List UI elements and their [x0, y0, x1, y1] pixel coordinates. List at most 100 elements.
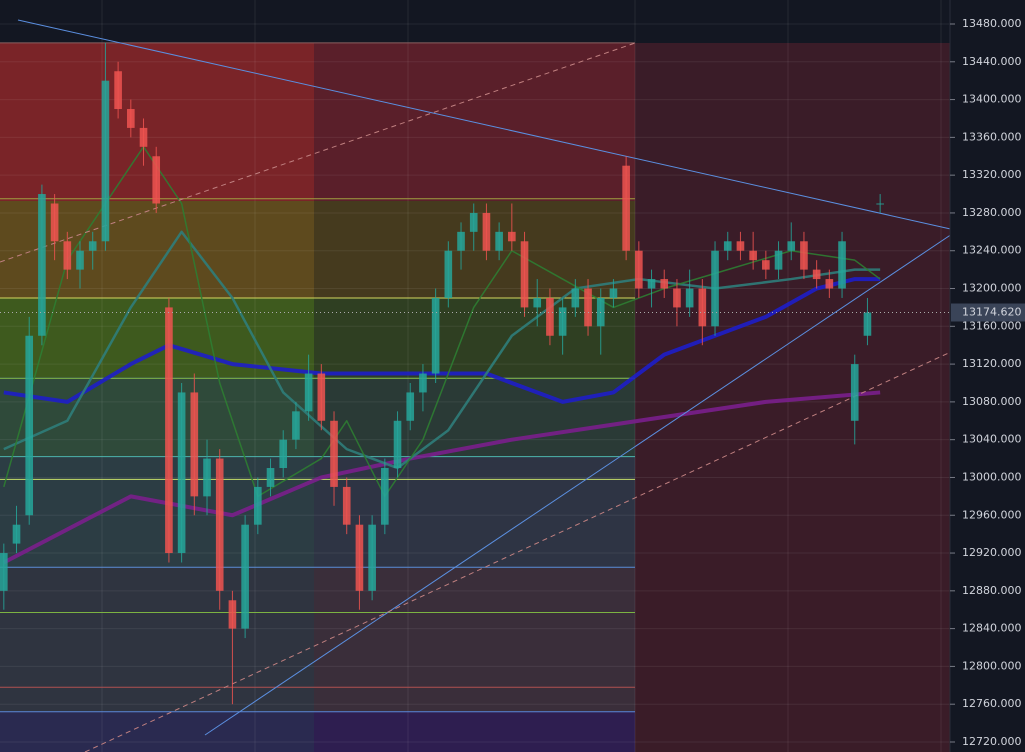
candle-body: [63, 241, 72, 270]
candle-body: [520, 241, 529, 308]
candle-body: [393, 420, 402, 469]
candle-body: [165, 307, 173, 554]
candle-body: [76, 250, 84, 270]
candle-body: [342, 486, 351, 525]
candle-body: [863, 312, 872, 336]
candle-body: [609, 288, 618, 298]
y-tick-label: 13120.000: [962, 357, 1022, 370]
candle-body: [787, 241, 796, 251]
y-tick-label: 12800.000: [962, 659, 1022, 672]
candle-body: [571, 288, 580, 308]
candle-body: [101, 80, 110, 242]
candle-body: [215, 458, 224, 591]
candle-body: [838, 241, 846, 289]
candle-body: [304, 373, 313, 412]
candle-body: [622, 165, 630, 251]
candle-body: [482, 212, 491, 251]
candle-body: [114, 71, 122, 110]
candle-body: [469, 212, 478, 232]
y-tick-label: 13440.000: [962, 55, 1022, 68]
candle-body: [12, 524, 21, 544]
candle-body: [406, 392, 415, 421]
candle-body: [25, 335, 34, 516]
candle-body: [457, 231, 465, 251]
y-tick-label: 12760.000: [962, 697, 1022, 710]
y-tick-label: 12920.000: [962, 546, 1022, 559]
candles: [0, 42, 884, 705]
y-tick-label: 13080.000: [962, 395, 1022, 408]
candle-body: [88, 241, 97, 251]
candle-body: [533, 297, 542, 308]
candle-body: [38, 194, 46, 336]
candle-body: [876, 203, 884, 205]
candle-body: [495, 231, 503, 251]
candle-body: [558, 307, 567, 336]
candle-body: [139, 127, 148, 147]
candle-body: [762, 260, 770, 270]
candle-body: [228, 600, 237, 629]
candle-body: [317, 373, 326, 421]
candle-body: [508, 231, 516, 242]
candle-body: [812, 269, 821, 280]
candle-body: [279, 439, 288, 469]
candle-body: [292, 411, 300, 440]
candle-body: [127, 109, 135, 128]
y-tick-label: 13000.000: [962, 470, 1022, 483]
candle-body: [635, 250, 643, 289]
candle-body: [825, 279, 834, 289]
candle-body: [381, 468, 389, 525]
price-axis: [950, 0, 1025, 752]
candle-body: [266, 468, 275, 487]
zones: [0, 43, 950, 752]
y-tick-label: 13360.000: [962, 130, 1022, 143]
candle-body: [431, 297, 440, 374]
candle-body: [774, 250, 783, 270]
y-tick-label: 13040.000: [962, 433, 1022, 446]
y-tick-label: 12840.000: [962, 622, 1022, 635]
y-tick-label: 13160.000: [962, 319, 1022, 332]
candle-body: [736, 241, 745, 251]
price-axis-labels: 12720.000 12760.000 12800.000 12840.000 1288…: [950, 17, 1022, 748]
candle-body: [800, 241, 808, 270]
y-tick-label: 13280.000: [962, 206, 1022, 219]
y-tick-label: 12880.000: [962, 584, 1022, 597]
candle-body: [330, 420, 338, 487]
y-tick-label: 13320.000: [962, 168, 1022, 181]
candle-body: [660, 279, 669, 289]
candle-body: [190, 392, 199, 497]
candle-body: [850, 364, 859, 421]
candle-body: [50, 203, 59, 242]
moving-averages: [2, 146, 881, 565]
candle-body: [673, 288, 681, 308]
candle-body: [419, 373, 427, 393]
moving-average: [3, 230, 881, 470]
candle-body: [368, 524, 376, 591]
candle-body: [241, 524, 249, 629]
candle-body: [711, 250, 719, 327]
candle-body: [355, 524, 364, 591]
candle-body: [444, 250, 453, 298]
candle-body: [177, 392, 186, 554]
candle-body: [723, 241, 732, 251]
candle-body: [685, 288, 694, 308]
candle-body: [203, 458, 211, 497]
y-tick-label: 13200.000: [962, 282, 1022, 295]
grid: [0, 0, 950, 752]
candle-body: [546, 297, 554, 336]
y-tick-label: 13240.000: [962, 244, 1022, 257]
candle-body: [647, 279, 656, 289]
y-tick-label: 12720.000: [962, 735, 1022, 748]
last-price-label: 13174.620: [962, 305, 1022, 318]
candle-body: [584, 288, 592, 327]
last-price-box: [951, 303, 1025, 322]
candle-body: [254, 486, 262, 525]
moving-average: [3, 146, 881, 498]
y-tick-label: 13480.000: [962, 17, 1022, 30]
candle-body: [749, 250, 757, 261]
y-tick-label: 12960.000: [962, 508, 1022, 521]
candle-body: [698, 288, 707, 327]
moving-average: [3, 277, 881, 404]
candle-body: [152, 156, 161, 204]
y-tick-label: 13400.000: [962, 93, 1022, 106]
